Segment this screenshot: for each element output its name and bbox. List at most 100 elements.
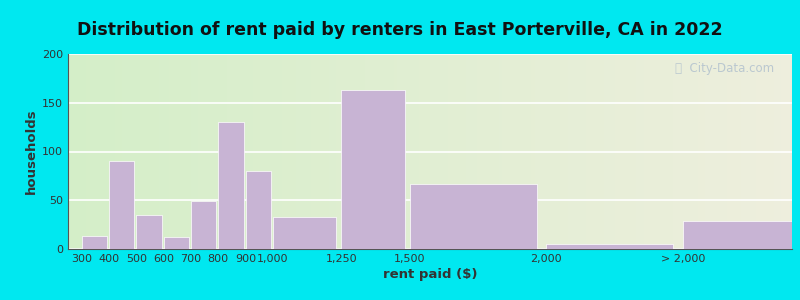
Bar [354, 54, 358, 249]
Bar [694, 54, 698, 249]
Bar [738, 54, 742, 249]
Bar [636, 54, 640, 249]
Bar [542, 54, 546, 249]
Bar [582, 54, 586, 249]
Bar [770, 54, 774, 249]
Bar [438, 54, 441, 249]
Bar [307, 54, 310, 249]
Bar [111, 54, 115, 249]
Bar [202, 54, 206, 249]
Bar [82, 236, 107, 249]
Bar [698, 54, 702, 249]
Bar [220, 54, 224, 249]
Bar [669, 54, 673, 249]
Bar [430, 54, 434, 249]
Bar [162, 54, 166, 249]
Bar [249, 54, 253, 249]
Bar [144, 54, 148, 249]
Bar [673, 54, 676, 249]
Bar [362, 54, 365, 249]
Bar [682, 221, 800, 249]
Bar [398, 54, 401, 249]
Bar [742, 54, 745, 249]
Bar [510, 54, 514, 249]
Bar [296, 54, 300, 249]
Bar [267, 54, 270, 249]
Bar [118, 54, 122, 249]
Bar [781, 54, 785, 249]
Bar [187, 54, 191, 249]
Bar [342, 90, 405, 249]
Bar [614, 54, 618, 249]
Bar [86, 54, 90, 249]
Bar [166, 54, 170, 249]
Bar [622, 54, 626, 249]
Bar [270, 54, 274, 249]
Bar [68, 54, 72, 249]
Bar [647, 54, 651, 249]
Bar [410, 184, 537, 249]
Bar [79, 54, 82, 249]
Bar [339, 54, 343, 249]
Bar [300, 54, 303, 249]
Bar [611, 54, 614, 249]
Bar [495, 54, 498, 249]
Bar [101, 54, 104, 249]
Bar [593, 54, 597, 249]
Bar [709, 54, 712, 249]
Bar [343, 54, 346, 249]
Bar [560, 54, 564, 249]
Text: Distribution of rent paid by renters in East Porterville, CA in 2022: Distribution of rent paid by renters in … [77, 21, 723, 39]
Bar [285, 54, 289, 249]
Bar [422, 54, 426, 249]
Bar [415, 54, 419, 249]
Bar [151, 54, 155, 249]
Bar [318, 54, 322, 249]
Bar [108, 54, 111, 249]
Bar [322, 54, 325, 249]
Bar [470, 54, 474, 249]
Bar [242, 54, 246, 249]
Bar [553, 54, 557, 249]
Bar [198, 54, 202, 249]
Bar [528, 54, 531, 249]
Bar [217, 54, 220, 249]
Bar [766, 54, 770, 249]
Bar [626, 54, 629, 249]
Bar [246, 171, 271, 249]
Bar [115, 54, 118, 249]
Bar [253, 54, 256, 249]
Bar [191, 54, 194, 249]
Bar [164, 237, 189, 249]
Bar [604, 54, 607, 249]
Bar [687, 54, 690, 249]
Bar [136, 215, 162, 249]
Bar [448, 54, 452, 249]
Bar [133, 54, 137, 249]
Bar [705, 54, 709, 249]
Bar [227, 54, 231, 249]
Bar [155, 54, 158, 249]
Bar [720, 54, 723, 249]
Bar [517, 54, 521, 249]
Bar [477, 54, 481, 249]
Bar [557, 54, 560, 249]
Bar [75, 54, 79, 249]
Bar [723, 54, 727, 249]
Bar [137, 54, 141, 249]
Bar [633, 54, 636, 249]
Bar [640, 54, 643, 249]
Bar [332, 54, 336, 249]
Bar [426, 54, 430, 249]
Bar [498, 54, 502, 249]
Bar [462, 54, 466, 249]
Bar [213, 54, 217, 249]
Bar [191, 201, 216, 249]
Bar [325, 54, 329, 249]
Bar [278, 54, 282, 249]
Bar [194, 54, 198, 249]
Bar [419, 54, 422, 249]
Bar [386, 54, 390, 249]
Bar [109, 161, 134, 249]
Bar [412, 54, 415, 249]
